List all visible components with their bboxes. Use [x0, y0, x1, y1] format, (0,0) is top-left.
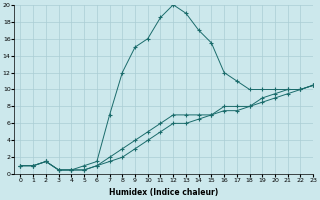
- X-axis label: Humidex (Indice chaleur): Humidex (Indice chaleur): [109, 188, 218, 197]
